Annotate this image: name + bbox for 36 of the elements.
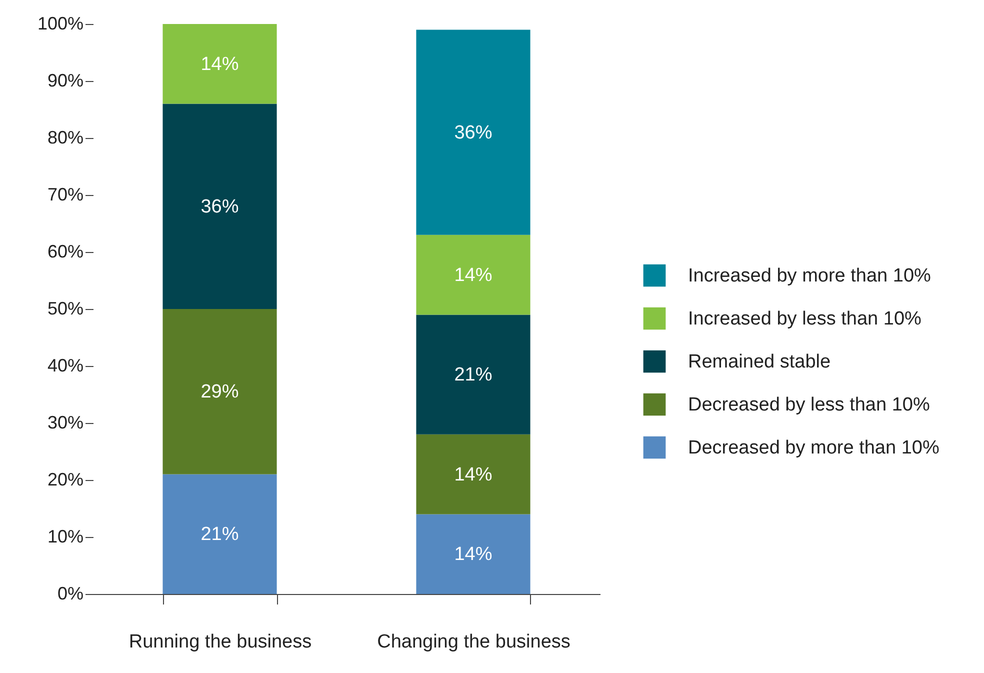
y-tick-label: 80% xyxy=(47,128,84,148)
bar xyxy=(416,434,530,514)
data-label: 36% xyxy=(200,196,239,218)
legend-label: Remained stable xyxy=(688,352,831,372)
y-tick-label: 10% xyxy=(47,526,84,546)
bar xyxy=(162,24,277,104)
bar xyxy=(416,514,530,594)
data-label: 36% xyxy=(454,122,492,144)
y-tick-label: 90% xyxy=(47,70,84,90)
bar xyxy=(162,104,277,309)
x-tick-label: Running the business xyxy=(128,632,312,652)
data-label: 21% xyxy=(454,364,492,386)
y-tick-label: 0% xyxy=(57,584,84,604)
y-tick-label: 50% xyxy=(47,298,84,318)
legend-label: Increased by less than 10% xyxy=(688,308,922,330)
y-tick-label: 20% xyxy=(47,470,84,490)
legend-label: Decreased by less than 10% xyxy=(688,394,930,416)
x-tick-label: Changing the business xyxy=(377,632,570,652)
bar xyxy=(416,30,530,235)
data-label: 14% xyxy=(454,264,492,286)
data-label: 14% xyxy=(454,464,492,486)
data-label: 29% xyxy=(200,382,239,403)
y-tick-label: 30% xyxy=(47,412,84,432)
y-tick-label: 70% xyxy=(47,184,84,204)
y-tick-label: 40% xyxy=(47,356,84,376)
bar xyxy=(416,314,530,434)
legend-label: Decreased by more than 10% xyxy=(688,438,940,458)
bar xyxy=(162,474,277,594)
legend-label: Increased by more than 10% xyxy=(688,266,932,286)
bar xyxy=(162,309,277,474)
data-label: 14% xyxy=(200,54,239,75)
data-label: 14% xyxy=(454,544,492,566)
data-label: 21% xyxy=(200,524,239,546)
y-tick-label: 100% xyxy=(37,14,84,34)
bar xyxy=(416,234,530,315)
y-tick-label: 60% xyxy=(47,242,84,262)
